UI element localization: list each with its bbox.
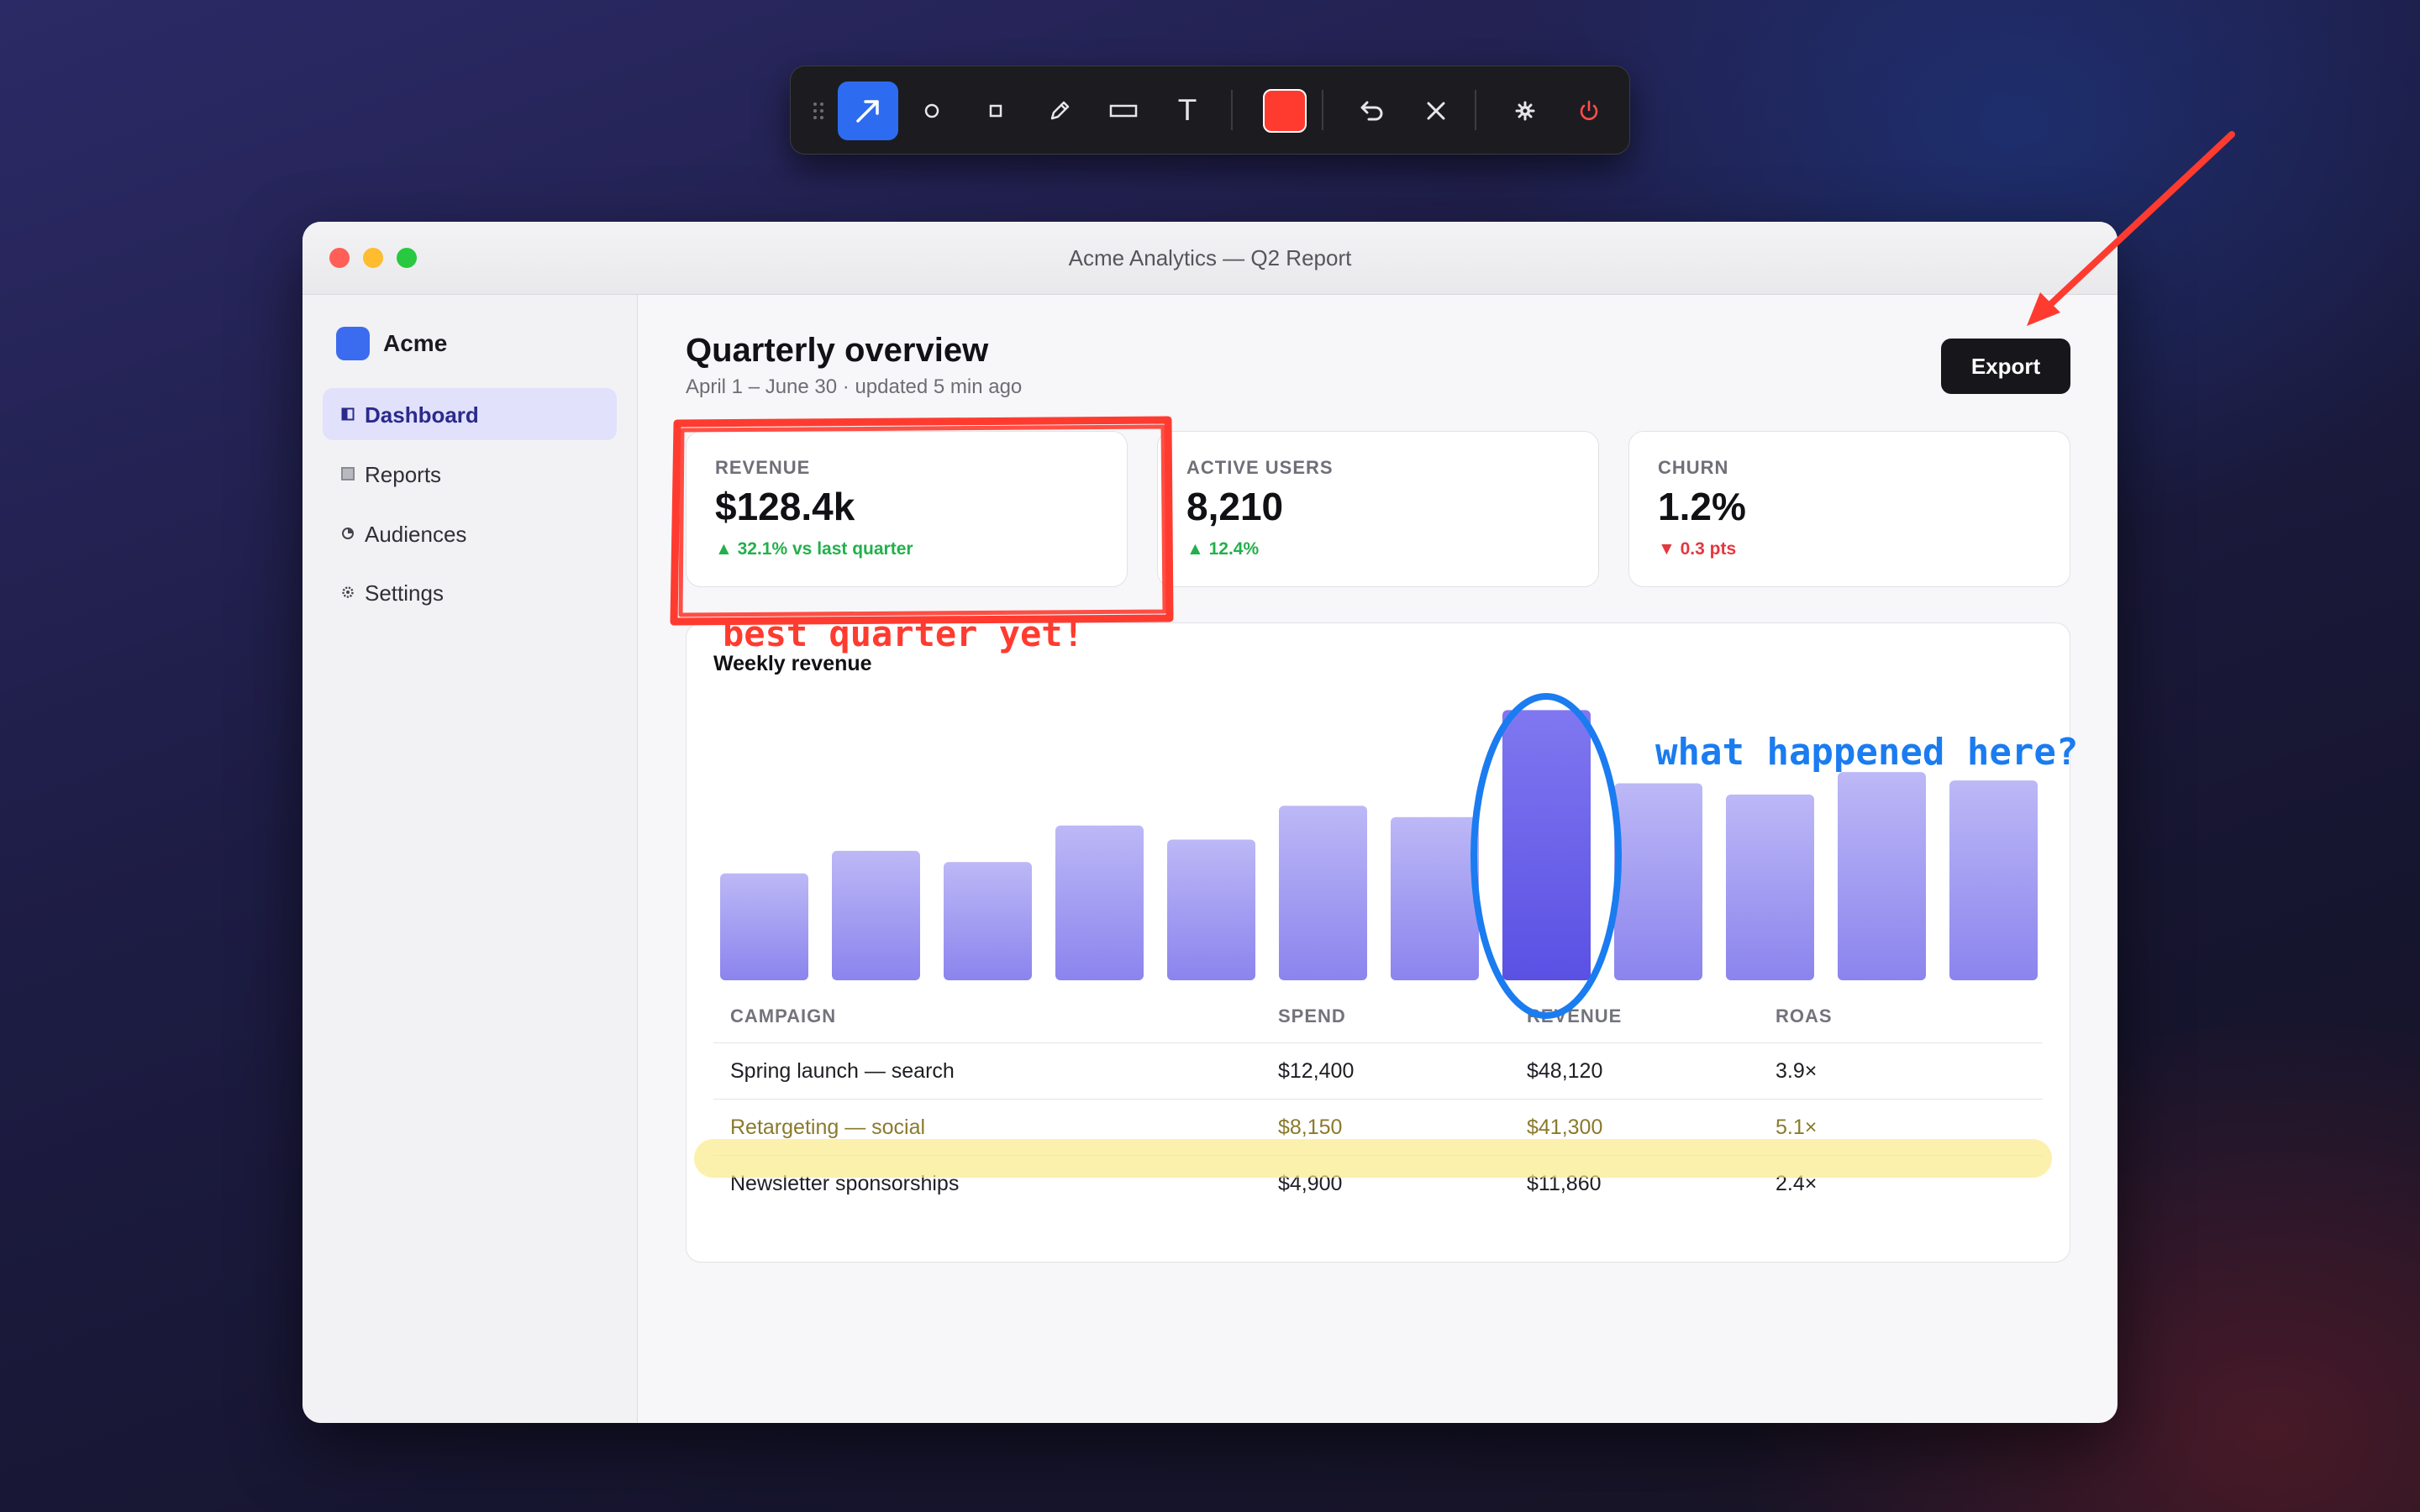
toolbar-divider — [1231, 90, 1233, 130]
table-cell: $48,120 — [1527, 1059, 1603, 1083]
toolbar-divider — [1475, 90, 1476, 130]
chart-bar[interactable] — [720, 873, 808, 980]
kpi-value: 8,210 — [1186, 485, 1284, 528]
kpi-card-active-users: ACTIVE USERS 8,210 ▲ 12.4% — [1157, 431, 1599, 587]
sidebar-item-reports[interactable]: Reports — [323, 448, 617, 500]
brand-name: Acme — [383, 330, 448, 356]
table-cell: $12,400 — [1278, 1059, 1355, 1083]
rectangle-icon — [1109, 104, 1138, 118]
table-cell: Retargeting — social — [730, 1116, 926, 1139]
chart-bar[interactable] — [1838, 772, 1926, 980]
clear-button[interactable] — [1406, 81, 1466, 140]
settings-button[interactable] — [1495, 81, 1555, 140]
ellipse-tool-button[interactable] — [902, 81, 962, 140]
chart-bar[interactable] — [1279, 806, 1367, 980]
table-cell: 5.1× — [1776, 1116, 1818, 1139]
window-title: Acme Analytics — Q2 Report — [1068, 245, 1352, 270]
column-header-spend: SPEND — [1278, 1005, 1346, 1026]
chart-bar[interactable] — [1055, 825, 1144, 980]
sidebar-item-label: Dashboard — [365, 402, 479, 428]
chart-note: what happened here? — [1655, 731, 2079, 774]
chart-bar[interactable] — [1167, 839, 1255, 981]
blue-ellipse-annotation — [1470, 693, 1622, 1019]
chart-bar[interactable] — [1726, 794, 1814, 980]
sidebar-item-audiences[interactable]: Audiences — [323, 507, 617, 559]
color-picker-button[interactable] — [1255, 81, 1315, 140]
red-box-annotation — [670, 416, 1174, 626]
red-arrow-annotation — [2040, 131, 2235, 314]
highlighter-stroke — [694, 1139, 2052, 1178]
power-icon — [1580, 100, 1598, 120]
red-arrowhead — [2027, 292, 2060, 326]
kpi-label: CHURN — [1658, 457, 1729, 478]
circle-icon — [924, 103, 939, 118]
page-title: Quarterly overview — [686, 332, 989, 369]
minimize-window-button[interactable] — [363, 248, 383, 268]
kpi-delta: ▲ 32.1% vs last quarter — [715, 539, 913, 559]
sidebar: Acme Dashboard Reports Audiences Setting… — [302, 295, 638, 1423]
kpi-label: ACTIVE USERS — [1186, 457, 1334, 478]
undo-icon — [1360, 101, 1383, 121]
table-cell: $41,300 — [1527, 1116, 1603, 1139]
sidebar-item-dashboard[interactable]: Dashboard — [323, 388, 617, 440]
export-button[interactable]: Export — [1941, 339, 2070, 394]
close-window-button[interactable] — [329, 248, 350, 268]
kpi-value: $128.4k — [715, 485, 855, 528]
brand-logo — [336, 327, 370, 360]
chart-bar[interactable] — [944, 862, 1032, 980]
zoom-window-button[interactable] — [397, 248, 417, 268]
dashboard-icon — [339, 406, 356, 423]
reports-icon — [339, 465, 356, 482]
chart-bar[interactable] — [1391, 816, 1479, 980]
sidebar-item-settings[interactable]: Settings — [323, 566, 617, 618]
table-cell: 3.9× — [1776, 1059, 1818, 1083]
chart-bar[interactable] — [1949, 780, 2038, 980]
kpi-card-churn: CHURN 1.2% ▼ 0.3 pts — [1628, 431, 2070, 587]
page-subtitle: April 1 – June 30 · updated 5 min ago — [686, 375, 1023, 398]
rectangle-tool-button[interactable] — [1093, 81, 1154, 140]
table-cell: Spring launch — search — [730, 1059, 955, 1083]
power-button[interactable] — [1559, 81, 1619, 140]
red-box-annotation — [678, 424, 1167, 617]
square-icon — [989, 104, 1002, 118]
arrow-icon — [856, 100, 879, 123]
sidebar-item-label: Reports — [365, 462, 442, 487]
color-swatch — [1263, 89, 1307, 133]
sidebar-item-label: Audiences — [365, 522, 467, 547]
revenue-note: best quarter yet! — [723, 613, 1084, 654]
annotation-toolbar: T — [790, 66, 1630, 155]
column-header-roas: ROAS — [1776, 1005, 1833, 1026]
pen-tool-button[interactable] — [1029, 81, 1090, 140]
text-icon: T — [1178, 94, 1197, 128]
column-header-campaign: CAMPAIGN — [730, 1005, 837, 1026]
toolbar-divider — [1322, 90, 1323, 130]
text-tool-button[interactable]: T — [1157, 81, 1218, 140]
arrow-tool-button[interactable] — [838, 81, 898, 140]
chart-bar[interactable] — [1614, 783, 1702, 981]
kpi-delta: ▲ 12.4% — [1186, 539, 1260, 559]
chart-bar[interactable] — [832, 850, 920, 980]
close-icon — [1427, 102, 1445, 120]
drag-handle-icon[interactable] — [806, 81, 831, 140]
kpi-card-revenue: REVENUE $128.4k ▲ 32.1% vs last quarter — [686, 431, 1128, 587]
title-bar: Acme Analytics — Q2 Report — [302, 222, 2118, 295]
settings-icon — [339, 584, 356, 601]
kpi-label: REVENUE — [715, 457, 811, 478]
undo-button[interactable] — [1342, 81, 1402, 140]
chart-bar-highlight[interactable] — [1502, 710, 1591, 980]
table-divider — [713, 1042, 2043, 1043]
weekly-revenue-chart — [720, 710, 2038, 981]
kpi-value: 1.2% — [1658, 485, 1746, 528]
table-divider — [713, 1099, 2043, 1100]
audiences-icon — [339, 525, 356, 542]
pencil-icon — [1050, 101, 1070, 120]
square-tool-button[interactable] — [965, 81, 1026, 140]
sidebar-item-label: Settings — [365, 580, 444, 606]
chart-title: Weekly revenue — [713, 652, 872, 675]
gear-icon — [1515, 101, 1535, 121]
table-cell: $8,150 — [1278, 1116, 1343, 1139]
kpi-delta: ▼ 0.3 pts — [1658, 539, 1737, 559]
